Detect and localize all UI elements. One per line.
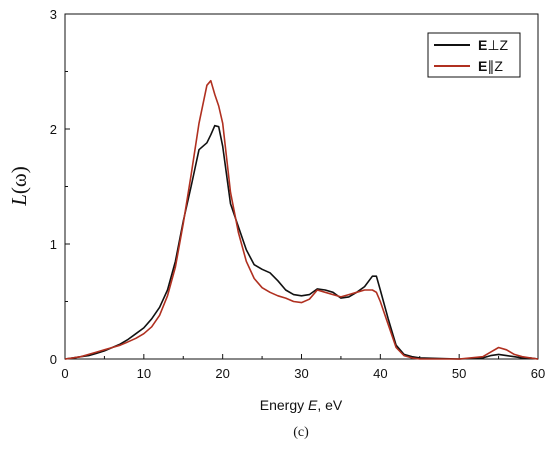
x-tick-label: 60 — [531, 366, 545, 381]
legend: E⊥Z E∥Z — [427, 32, 521, 78]
y-tick-label: 0 — [50, 352, 57, 367]
series-line-e-perp-z — [64, 124, 539, 360]
x-axis-title: Energy E, eV — [260, 397, 343, 413]
series-layer — [64, 79, 539, 360]
legend-label-e-par-z: E∥Z — [478, 58, 503, 74]
y-ticks: 0 1 2 3 — [50, 7, 70, 367]
legend-box — [427, 32, 521, 78]
x-tick-label: 50 — [452, 366, 466, 381]
x-tick-label: 0 — [61, 366, 68, 381]
figure-caption: (c) — [293, 425, 309, 440]
x-tick-label: 10 — [137, 366, 151, 381]
x-tick-label: 30 — [294, 366, 308, 381]
y-tick-label: 2 — [50, 122, 57, 137]
x-tick-label: 20 — [215, 366, 229, 381]
y-tick-label: 3 — [50, 7, 57, 22]
x-tick-label: 40 — [373, 366, 387, 381]
y-tick-label: 1 — [50, 237, 57, 252]
legend-label-e-perp-z: E⊥Z — [478, 37, 509, 53]
series-line-e-par-z — [64, 79, 539, 360]
y-axis-title: L(ω) — [7, 166, 31, 207]
